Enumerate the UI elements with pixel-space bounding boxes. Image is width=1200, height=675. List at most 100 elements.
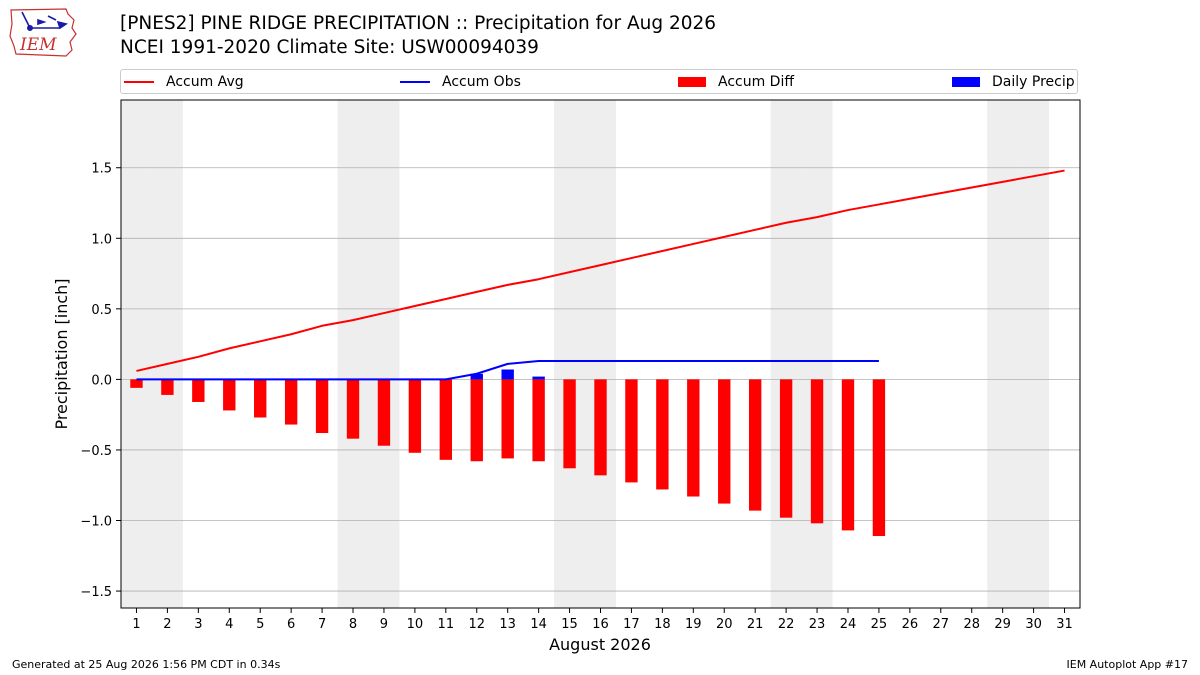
x-tick-label: 10 [407, 617, 424, 632]
legend-label-daily-precip: Daily Precip [992, 73, 1075, 90]
y-tick-label: 0.0 [91, 373, 112, 388]
weekend-band-1 [121, 100, 152, 608]
weekend-band-22 [770, 100, 802, 608]
daily-bar-13 [501, 369, 514, 380]
x-tick-label: 14 [530, 617, 547, 632]
diff-bar-4 [223, 379, 236, 411]
x-tick-label: 28 [963, 617, 980, 632]
x-tick-label: 16 [592, 617, 609, 632]
diff-bar-6 [284, 379, 298, 425]
diff-bar-15 [563, 379, 576, 469]
diff-bar-8 [346, 379, 360, 439]
accum-obs-line [136, 360, 879, 381]
y-tick-label: −1.5 [80, 585, 112, 600]
footer-app: IEM Autoplot App #17 [1066, 658, 1189, 671]
iowa-state-outline [9, 8, 77, 57]
diff-bar-22 [779, 379, 793, 518]
legend-item-accum-obs: Accum Obs [400, 70, 521, 93]
x-tick-label: 3 [194, 617, 202, 632]
legend-swatch-accum-avg [124, 80, 154, 83]
legend-label-accum-obs: Accum Obs [442, 73, 521, 90]
diff-bar-7 [315, 379, 329, 434]
diff-bar-16 [594, 379, 607, 476]
diff-bar-23 [810, 379, 824, 524]
legend-item-accum-diff: Accum Diff [678, 70, 794, 93]
legend-label-accum-diff: Accum Diff [718, 73, 795, 90]
diff-bar-13 [501, 379, 514, 459]
diff-bar-14 [532, 379, 545, 462]
weekend-band-29 [987, 100, 1019, 608]
x-tick-label: 20 [716, 617, 733, 632]
x-tick-label: 6 [287, 617, 295, 632]
legend-item-accum-avg: Accum Avg [124, 70, 244, 93]
weekend-shading [121, 100, 1050, 608]
x-tick-label: 9 [380, 617, 388, 632]
x-tick-label: 19 [685, 617, 702, 632]
weekend-band-2 [151, 100, 183, 608]
x-tick-label: 24 [840, 617, 857, 632]
iem-logo: IEM [9, 8, 77, 57]
daily-bar-12 [470, 373, 483, 380]
x-tick-label: 18 [654, 617, 671, 632]
x-tick-label: 30 [1025, 617, 1042, 632]
x-axis-label: August 2026 [549, 635, 651, 654]
weather-station-icon [21, 11, 68, 31]
y-tick-label: −0.5 [80, 444, 112, 459]
diff-bar-20 [718, 379, 731, 504]
y-axis-label: Precipitation [inch] [52, 278, 71, 429]
y-tick-label: 1.0 [91, 232, 112, 247]
x-tick-label: 21 [747, 617, 764, 632]
x-tick-label: 23 [809, 617, 826, 632]
y-axis-ticks: −1.5 −1.0 −0.5 0.0 0.5 1.0 1.5 [80, 162, 121, 600]
footer-generated: Generated at 25 Aug 2026 1:56 PM CDT in … [12, 658, 281, 671]
weekend-band-23 [801, 100, 833, 608]
x-tick-label: 31 [1056, 617, 1073, 632]
y-tick-label: −1.0 [80, 515, 112, 530]
x-tick-label: 17 [623, 617, 640, 632]
x-axis-ticks: 1 2 3 4 5 6 7 8 9 10 11 12 13 14 15 16 17 18 19 20 21 22 23 24 2… [132, 608, 1073, 632]
x-tick-label: 8 [349, 617, 357, 632]
legend-swatch-accum-diff [678, 76, 706, 87]
diff-bar-5 [254, 379, 267, 418]
diff-bar-21 [748, 379, 762, 511]
x-tick-label: 22 [778, 617, 795, 632]
x-tick-label: 25 [871, 617, 888, 632]
weekend-band-30 [1018, 100, 1050, 608]
x-tick-label: 7 [318, 617, 326, 632]
x-tick-label: 2 [163, 617, 171, 632]
x-tick-label: 27 [933, 617, 950, 632]
chart-legend: Accum Avg Accum Obs Accum Diff Daily Pre… [120, 69, 1078, 94]
weekend-band-15 [554, 100, 586, 608]
x-tick-label: 4 [225, 617, 233, 632]
accum-lines [136, 169, 1065, 381]
x-tick-label: 29 [994, 617, 1011, 632]
y-tick-label: 1.5 [91, 162, 112, 177]
daily-precip-bars [470, 369, 545, 380]
legend-swatch-accum-obs [400, 80, 430, 83]
x-tick-label: 13 [499, 617, 516, 632]
diff-bar-24 [841, 379, 855, 531]
x-tick-label: 5 [256, 617, 264, 632]
diff-bar-25 [872, 379, 886, 537]
daily-bar-14 [532, 376, 545, 380]
x-tick-label: 26 [902, 617, 919, 632]
x-tick-label: 11 [438, 617, 455, 632]
x-tick-label: 1 [132, 617, 140, 632]
diff-bar-2 [161, 379, 174, 395]
diff-bar-12 [470, 379, 483, 462]
y-tick-label: 0.5 [91, 303, 112, 318]
x-tick-label: 12 [468, 617, 485, 632]
diff-bar-11 [439, 379, 453, 460]
legend-label-accum-avg: Accum Avg [166, 73, 244, 90]
chart-title: [PNES2] PINE RIDGE PRECIPITATION :: Prec… [120, 13, 717, 34]
diff-bar-19 [687, 379, 700, 497]
accum-diff-bars [130, 379, 886, 537]
weekend-band-8 [337, 100, 369, 608]
weekend-band-16 [585, 100, 616, 608]
x-tick-label: 15 [561, 617, 578, 632]
logo-text: IEM [19, 35, 57, 55]
weekend-band-9 [368, 100, 400, 608]
diff-bar-17 [625, 379, 638, 483]
accum-avg-line [136, 169, 1065, 372]
